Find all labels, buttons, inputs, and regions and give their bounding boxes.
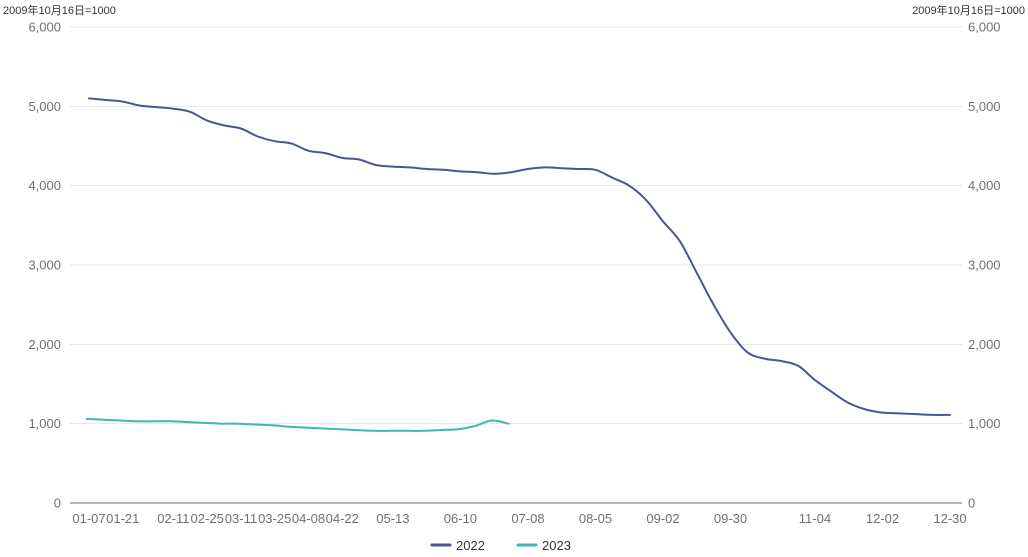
- y-axis-unit-left: 2009年10月16日=1000: [3, 3, 116, 17]
- series-line-2023[interactable]: [85, 417, 510, 432]
- x-tick-label: 01-21: [106, 511, 139, 526]
- x-tick-label: 08-05: [579, 511, 612, 526]
- y-axis-unit-right: 2009年10月16日=1000: [912, 3, 1025, 17]
- x-tick-label: 01-07: [72, 511, 105, 526]
- x-tick-label: 12-02: [866, 511, 899, 526]
- x-tick-label: 02-25: [191, 511, 224, 526]
- y-tick-label-left: 2,000: [28, 337, 61, 352]
- y-tick-label-left: 0: [54, 496, 61, 511]
- legend-label: 2022: [456, 538, 485, 553]
- x-tick-label: 11-04: [799, 511, 831, 526]
- grid-lines: [70, 26, 962, 425]
- x-tick-label: 12-30: [933, 511, 966, 526]
- y-tick-label-left: 6,000: [28, 20, 61, 35]
- legend-item-2023[interactable]: 2023: [516, 538, 571, 553]
- x-tick-label: 05-13: [376, 511, 409, 526]
- y-tick-label-left: 4,000: [28, 178, 61, 193]
- x-tick-label: 02-11: [157, 511, 189, 526]
- x-tick-label: 06-10: [444, 511, 477, 526]
- legend[interactable]: 2022 2023: [430, 538, 571, 553]
- series-line-2022[interactable]: [88, 97, 951, 416]
- legend-label: 2023: [542, 538, 571, 553]
- y-axis-right: 0 1,000 2,000 3,000 4,000 5,000 6,000: [968, 20, 1001, 511]
- x-tick-label: 04-08: [292, 511, 325, 526]
- y-tick-label-right: 1,000: [968, 416, 1001, 431]
- x-axis: 01-07 01-21 02-11 02-25 03-11 03-25 04-08 04-22…: [70, 502, 967, 526]
- y-tick-label-right: 5,000: [968, 99, 1001, 114]
- x-tick-label: 03-11: [225, 511, 257, 526]
- y-tick-label-right: 2,000: [968, 337, 1001, 352]
- x-tick-label: 09-02: [646, 511, 679, 526]
- legend-item-2022[interactable]: 2022: [430, 538, 485, 553]
- y-tick-label-left: 5,000: [28, 99, 61, 114]
- y-tick-label-right: 6,000: [968, 20, 1001, 35]
- y-axis-left: 0 1,000 2,000 3,000 4,000 5,000 6,000: [28, 20, 61, 511]
- y-tick-label-right: 0: [968, 496, 975, 511]
- y-tick-label-left: 3,000: [28, 258, 61, 273]
- x-tick-label: 03-25: [258, 511, 291, 526]
- x-tick-label: 09-30: [714, 511, 747, 526]
- y-tick-label-left: 1,000: [28, 416, 61, 431]
- y-tick-label-right: 4,000: [968, 178, 1001, 193]
- x-tick-label: 07-08: [511, 511, 544, 526]
- series-layer: [85, 97, 951, 432]
- y-tick-label-right: 3,000: [968, 258, 1001, 273]
- x-tick-label: 04-22: [326, 511, 359, 526]
